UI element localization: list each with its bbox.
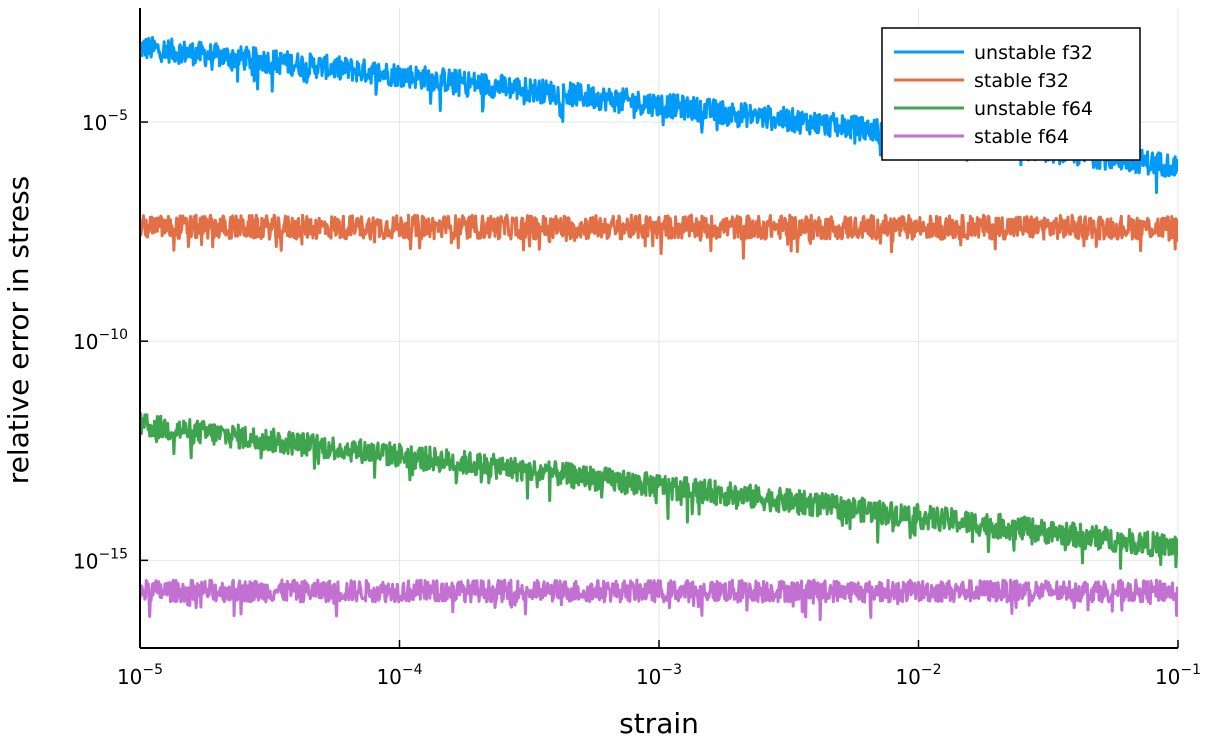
x-tick-label-1: 10−4: [376, 662, 422, 689]
y-tick-label-1: 10−10: [73, 327, 128, 354]
series-line-stable-f64: [140, 578, 1178, 622]
y-tick-label-0: 10−5: [82, 108, 128, 135]
series-line-stable-f32: [140, 213, 1178, 260]
legend-label-stable-f64: stable f64: [974, 126, 1069, 148]
axes: [139, 8, 1179, 649]
series-line-unstable-f64: [140, 412, 1178, 570]
y-tick-labels: 10−5 10−10 10−15: [73, 108, 128, 573]
x-tick-label-2: 10−3: [636, 662, 682, 689]
legend-box: [881, 27, 1141, 161]
x-tick-label-4: 10−1: [1155, 662, 1201, 689]
x-tick-labels: 10−5 10−4 10−3 10−2 10−1: [117, 662, 1201, 689]
y-axis-label: relative error in stress: [2, 176, 35, 485]
x-tick-label-3: 10−2: [895, 662, 941, 689]
legend: unstable f32 stable f32 unstable f64 stable…: [881, 27, 1141, 161]
y-tick-label-2: 10−15: [73, 546, 128, 573]
legend-label-stable-f32: stable f32: [974, 70, 1069, 92]
legend-label-unstable-f32: unstable f32: [974, 42, 1093, 64]
x-tick-label-0: 10−5: [117, 662, 163, 689]
legend-label-unstable-f64: unstable f64: [974, 98, 1093, 120]
x-axis-label: strain: [619, 707, 699, 740]
